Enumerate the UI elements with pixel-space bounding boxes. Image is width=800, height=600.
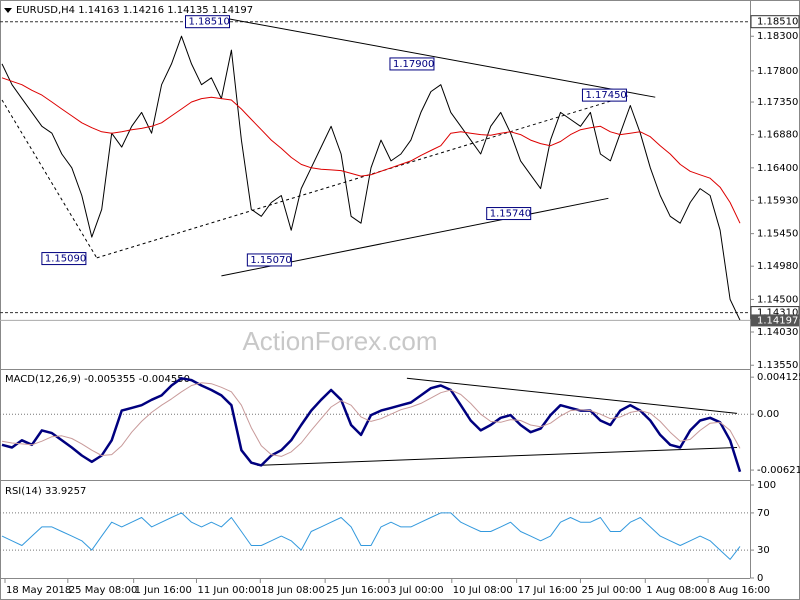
last-price-box bbox=[751, 314, 799, 327]
y-tick-label: 1.14030 bbox=[757, 327, 798, 338]
trendline bbox=[406, 377, 738, 414]
y-tick-label: 1.15930 bbox=[757, 195, 798, 206]
x-tick-label: 3 Jul 00:00 bbox=[390, 585, 444, 596]
y-tick-label: 1.15450 bbox=[757, 229, 798, 240]
annotation-label: 1.15090 bbox=[45, 254, 86, 265]
y-tick-label: 1.17800 bbox=[757, 66, 798, 77]
x-tick-label: 18 Jun 08:00 bbox=[261, 585, 325, 596]
annotation-box bbox=[246, 253, 292, 267]
annotation-label: 1.17900 bbox=[393, 59, 434, 70]
x-tick-label: 10 Jul 08:00 bbox=[453, 585, 513, 596]
y-tick-label: 100 bbox=[757, 480, 776, 491]
trendline bbox=[221, 17, 656, 98]
y-tick-label: 1.17350 bbox=[757, 97, 798, 108]
annotation-box bbox=[41, 252, 87, 266]
x-tick-label: 8 Aug 16:00 bbox=[709, 585, 770, 596]
level-label: 1.18510 bbox=[757, 17, 798, 28]
y-tick-label: 70 bbox=[757, 508, 770, 519]
y-tick-label: 30 bbox=[757, 545, 770, 556]
watermark: ActionForex.com bbox=[242, 326, 437, 356]
annotation-box bbox=[581, 88, 627, 102]
last-price-label: 1.14197 bbox=[757, 315, 798, 326]
series-line bbox=[1, 377, 742, 473]
trendline bbox=[96, 94, 631, 259]
annotation-box bbox=[185, 15, 231, 29]
annotation-box bbox=[486, 207, 532, 221]
x-tick-label: 18 May 2018 bbox=[6, 585, 71, 596]
y-tick-label: 1.14980 bbox=[757, 261, 798, 272]
symbol-icon bbox=[4, 8, 12, 13]
x-tick-label: 1 Jun 16:00 bbox=[135, 585, 192, 596]
annotation-box bbox=[389, 57, 435, 71]
x-tick-label: 1 Aug 08:00 bbox=[646, 585, 707, 596]
y-tick-label: 1.14500 bbox=[757, 294, 798, 305]
x-tick-label: 11 Jun 00:00 bbox=[197, 585, 261, 596]
y-tick-label: 1.18300 bbox=[757, 31, 798, 42]
level-label-box bbox=[750, 15, 800, 29]
x-tick-label: 25 May 08:00 bbox=[69, 585, 138, 596]
series-line bbox=[1, 77, 741, 224]
series-line bbox=[1, 35, 741, 321]
series-line bbox=[1, 382, 741, 457]
x-tick-label: 25 Jul 00:00 bbox=[581, 585, 641, 596]
y-tick-label: 0.00 bbox=[757, 409, 779, 420]
trendline bbox=[1, 99, 98, 259]
y-tick-label: 0 bbox=[757, 573, 763, 584]
level-label: 1.14310 bbox=[757, 308, 798, 319]
series-line bbox=[1, 512, 741, 560]
annotation-label: 1.17450 bbox=[585, 90, 626, 101]
trendline bbox=[257, 446, 738, 466]
price-title: EURUSD,H4 1.14163 1.14216 1.14135 1.1419… bbox=[16, 5, 253, 16]
rsi-title: RSI(14) 33.9257 bbox=[5, 486, 86, 497]
y-tick-label: 1.16400 bbox=[757, 163, 798, 174]
y-tick-label: 1.16880 bbox=[757, 130, 798, 141]
x-tick-label: 17 Jul 16:00 bbox=[518, 585, 578, 596]
x-tick-label: 25 Jun 16:00 bbox=[326, 585, 390, 596]
annotation-label: 1.18510 bbox=[189, 17, 230, 28]
macd-title: MACD(12,26,9) -0.005355 -0.004550 bbox=[5, 374, 190, 385]
y-tick-label: 0.004125 bbox=[757, 372, 800, 383]
annotation-label: 1.15070 bbox=[250, 255, 291, 266]
y-tick-label: -0.006218 bbox=[757, 465, 800, 476]
y-tick-label: 1.13550 bbox=[757, 360, 798, 371]
annotation-label: 1.15740 bbox=[490, 209, 531, 220]
